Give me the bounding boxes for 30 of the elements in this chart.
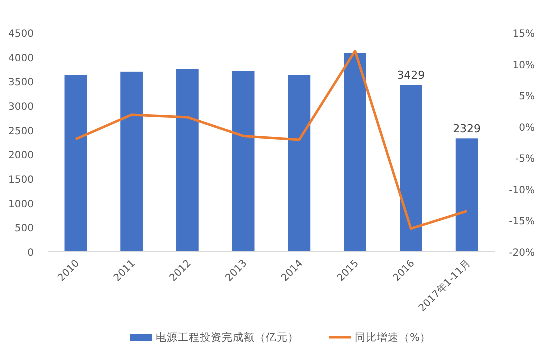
legend-label: 同比增速（%）	[355, 331, 431, 344]
data-label: 3429	[397, 69, 426, 82]
data-label: 2329	[453, 122, 482, 136]
y2-tick-label: 10%	[512, 60, 535, 72]
y-tick-label: 1500	[8, 175, 34, 186]
bar	[232, 71, 255, 252]
bar	[64, 75, 88, 252]
y-tick-label: 2000	[8, 150, 34, 162]
y2-tick-label: 0%	[519, 122, 535, 134]
y2-tick-label: -15%	[509, 216, 535, 228]
y-tick-label: 2500	[8, 126, 34, 138]
bar	[120, 72, 143, 252]
bar	[400, 85, 422, 252]
y-tick-label: 4500	[8, 29, 34, 40]
y2-tick-label: -20%	[509, 248, 535, 259]
y2-tick-label: 5%	[519, 92, 535, 103]
y-tick-label: 1000	[8, 199, 34, 210]
y-tick-label: 0	[28, 248, 34, 259]
y-tick-label: 4000	[8, 53, 34, 64]
y-tick-label: 500	[14, 224, 34, 235]
y-tick-label: 3500	[8, 78, 34, 89]
bar	[456, 138, 478, 252]
bar	[288, 75, 311, 252]
y-tick-label: 3000	[8, 102, 34, 113]
bar	[344, 53, 366, 252]
bar	[176, 69, 199, 252]
y2-tick-label: -5%	[516, 154, 535, 166]
y2-tick-label: 15%	[512, 29, 535, 40]
legend-label: 电源工程投资完成额（亿元）	[156, 331, 299, 344]
y2-tick-label: -10%	[509, 185, 535, 196]
